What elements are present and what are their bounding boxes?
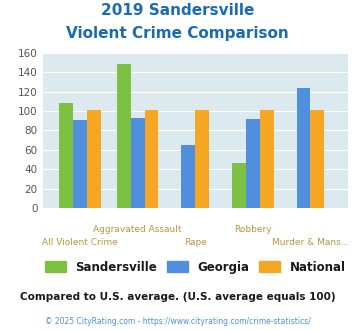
Bar [87,110,101,208]
Bar [131,118,144,208]
Bar [246,119,260,208]
Bar [144,110,158,208]
Bar [117,64,131,208]
Bar [59,103,73,208]
Text: All Violent Crime: All Violent Crime [42,239,118,248]
Bar [311,110,324,208]
Bar [73,120,87,208]
Bar [260,110,274,208]
Text: Violent Crime Comparison: Violent Crime Comparison [66,26,289,41]
Text: Robbery: Robbery [234,225,272,234]
Text: Aggravated Assault: Aggravated Assault [93,225,182,234]
Bar [181,145,195,208]
Bar [297,88,311,208]
Bar [195,110,209,208]
Bar [232,163,246,208]
Text: Rape: Rape [184,239,207,248]
Text: 2019 Sandersville: 2019 Sandersville [101,3,254,18]
Text: Compared to U.S. average. (U.S. average equals 100): Compared to U.S. average. (U.S. average … [20,292,335,302]
Legend: Sandersville, Georgia, National: Sandersville, Georgia, National [41,257,349,277]
Text: Murder & Mans...: Murder & Mans... [272,239,349,248]
Text: © 2025 CityRating.com - https://www.cityrating.com/crime-statistics/: © 2025 CityRating.com - https://www.city… [45,317,310,326]
